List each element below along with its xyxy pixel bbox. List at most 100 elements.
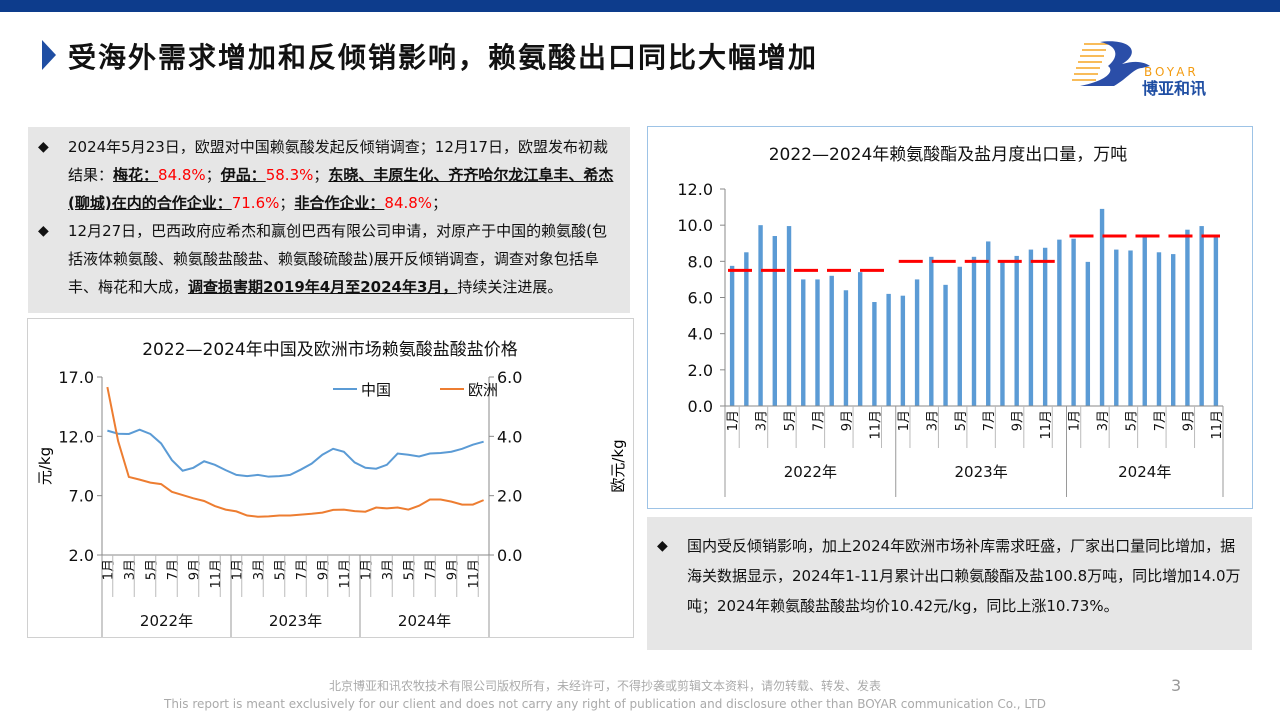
- meihua-rate: 84.8%: [158, 166, 206, 184]
- bar: [1099, 208, 1105, 406]
- month-label: 11月: [209, 559, 224, 589]
- sep: ；: [205, 166, 221, 184]
- y-tick-label: 8.0: [688, 252, 713, 271]
- bar: [971, 256, 977, 406]
- boyar-logo: BOYAR 博亚和讯: [1072, 41, 1206, 98]
- diamond-icon: ◆: [38, 223, 49, 239]
- diamond-icon: ◆: [38, 139, 49, 155]
- y-tick-label: 6.0: [688, 289, 713, 308]
- chart-title: 2022—2024年中国及欧洲市场赖氨酸盐酸盐价格: [142, 340, 518, 360]
- month-label: 3月: [1096, 410, 1111, 431]
- footer-disclaimer: This report is meant exclusively for our…: [164, 697, 1046, 711]
- bar: [1156, 252, 1162, 406]
- anti-dumping-summary: ◆ 2024年5月23日，欧盟对中国赖氨酸发起反倾销调查；12月17日，欧盟发布…: [28, 127, 630, 313]
- month-label: 3月: [925, 410, 940, 431]
- y2-tick-label: 0.0: [497, 546, 522, 565]
- bar: [857, 272, 863, 406]
- bar: [1185, 229, 1190, 406]
- eu-text: 2024年5月23日，欧盟对中国赖氨酸发起反倾销调查；12月17日，欧盟发布初裁…: [68, 138, 608, 184]
- export-summary: ◆ 国内受反倾销影响，加上2024年欧洲市场补库需求旺盛，厂家出口量同比增加，据…: [647, 517, 1252, 650]
- footer-copyright: 北京博亚和讯农牧技术有限公司版权所有，未经许可，不得抄袭或剪辑文本资料，请勿转载…: [328, 679, 881, 693]
- noncoop-rate: 84.8%: [384, 194, 433, 212]
- y2-tick-label: 4.0: [497, 427, 522, 446]
- month-label: 1月: [230, 559, 245, 580]
- month-label: 3月: [123, 559, 138, 580]
- bar: [957, 266, 962, 406]
- y-axis-label: 元/kg: [36, 447, 54, 485]
- chart-title: 2022—2024年赖氨酸酯及盐月度出口量，万吨: [769, 145, 1128, 165]
- month-label: 9月: [840, 410, 855, 431]
- y-tick-label: 12.0: [58, 427, 94, 446]
- year-label: 2024年: [1118, 463, 1171, 481]
- y2-axis-label: 欧元/kg: [609, 439, 627, 492]
- month-label: 7月: [424, 559, 439, 580]
- page-number: 3: [1171, 676, 1182, 695]
- bar: [1114, 249, 1119, 406]
- sep: ；: [313, 166, 329, 184]
- coop-label: 东晓、丰原生化、齐齐哈尔龙江阜丰、希杰(聊城)在内的合作企业：: [68, 166, 614, 212]
- month-label: 1月: [101, 559, 116, 580]
- coop-rate: 71.6%: [231, 194, 280, 212]
- sep: ；: [279, 194, 295, 212]
- bar: [1000, 261, 1005, 406]
- bar: [829, 275, 834, 406]
- month-label: 7月: [811, 410, 826, 431]
- year-label: 2023年: [955, 463, 1008, 481]
- month-label: 11月: [1210, 410, 1225, 440]
- export-text: 国内受反倾销影响，加上2024年欧洲市场补库需求旺盛，厂家出口量同比增加，据海关…: [687, 537, 1241, 615]
- series-line-europe: [106, 386, 485, 518]
- bar: [1057, 239, 1062, 406]
- month-label: 7月: [982, 410, 997, 431]
- bar: [1071, 238, 1076, 406]
- month-label: 5月: [402, 559, 417, 580]
- bar: [1042, 247, 1048, 406]
- bar: [815, 279, 820, 406]
- bar: [1014, 255, 1019, 406]
- year-label: 2023年: [269, 612, 322, 630]
- bar: [1213, 236, 1219, 406]
- bar: [1128, 250, 1133, 406]
- meihua-label: 梅花：: [113, 166, 159, 184]
- month-label: 5月: [954, 410, 969, 431]
- y2-tick-label: 2.0: [497, 487, 522, 506]
- bullet-eu: ◆ 2024年5月23日，欧盟对中国赖氨酸发起反倾销调查；12月17日，欧盟发布…: [28, 133, 622, 217]
- year-label: 2024年: [398, 612, 451, 630]
- month-label: 11月: [338, 559, 353, 589]
- bullet-brazil: ◆ 12月27日，巴西政府应希杰和赢创巴西有限公司申请，对原产于中国的赖氨酸(包…: [28, 217, 622, 301]
- bar: [744, 252, 749, 406]
- series-line-china: [107, 428, 484, 478]
- brazil-end: 持续关注进展。: [457, 278, 563, 296]
- month-label: 3月: [755, 410, 770, 431]
- month-label: 7月: [295, 559, 310, 580]
- month-label: 1月: [726, 410, 741, 431]
- bar: [1199, 226, 1204, 406]
- title-arrow-icon: [42, 40, 56, 70]
- month-label: 11月: [467, 559, 482, 589]
- month-label: 3月: [252, 559, 267, 580]
- bar: [801, 279, 806, 406]
- month-label: 5月: [1125, 410, 1140, 431]
- year-label: 2022年: [784, 463, 837, 481]
- price-chart-panel: 2022—2024年中国及欧洲市场赖氨酸盐酸盐价格 2.0 7.0 12.0 17.0 0…: [27, 318, 634, 638]
- y-tick-label: 2.0: [688, 361, 713, 380]
- page-title: 受海外需求增加和反倾销影响，赖氨酸出口同比大幅增加: [68, 41, 819, 74]
- diamond-icon: ◆: [657, 538, 668, 554]
- bar: [1142, 236, 1147, 406]
- bar: [1028, 249, 1034, 406]
- bar: [772, 236, 777, 406]
- month-label: 11月: [868, 410, 883, 440]
- logo-stripes: [1072, 43, 1108, 81]
- logo-brand-cn: 博亚和讯: [1142, 79, 1206, 98]
- bar: [872, 302, 877, 406]
- bar: [843, 290, 849, 406]
- bar: [1085, 261, 1091, 406]
- bar: [986, 241, 991, 406]
- legend-label: 欧洲: [468, 381, 498, 399]
- month-label: 5月: [273, 559, 288, 580]
- logo-bird: [1080, 41, 1150, 86]
- y-tick-label: 12.0: [677, 180, 713, 199]
- month-label: 3月: [381, 559, 396, 580]
- month-label: 9月: [1181, 410, 1196, 431]
- y2-tick-label: 6.0: [497, 368, 522, 387]
- logo-brand-en: BOYAR: [1144, 65, 1199, 79]
